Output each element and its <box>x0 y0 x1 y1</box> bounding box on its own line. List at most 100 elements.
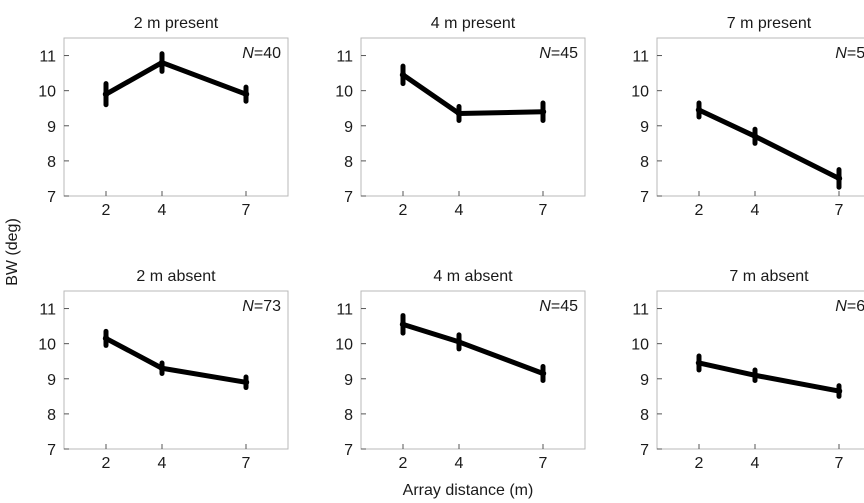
data-point <box>751 133 759 140</box>
x-axis-label: Array distance (m) <box>403 482 534 499</box>
x-tick-label: 2 <box>102 202 111 219</box>
data-point <box>158 59 166 66</box>
data-point <box>158 365 166 372</box>
x-tick-label: 2 <box>695 455 704 472</box>
y-tick-label: 10 <box>335 337 353 354</box>
series-line <box>696 107 842 181</box>
y-tick-label: 8 <box>47 154 56 171</box>
x-tick-label: 4 <box>751 202 760 219</box>
data-point <box>539 370 547 377</box>
y-tick-label: 7 <box>640 442 649 459</box>
y-tick-label: 7 <box>640 189 649 206</box>
n-label: N=73 <box>242 298 281 315</box>
data-point <box>835 387 843 395</box>
x-tick-label: 7 <box>835 202 844 219</box>
series-line <box>400 321 546 377</box>
data-point <box>102 335 110 342</box>
x-tick-label: 2 <box>102 455 111 472</box>
data-point <box>242 90 250 98</box>
data-point <box>695 106 703 114</box>
plot-frame <box>656 290 864 450</box>
panel-grid: 2 m present N=40 7 8 9 10 11 2 4 7 4 m present N=45… <box>38 15 864 472</box>
plot-frame <box>63 290 289 450</box>
panel-title: 2 m absent <box>136 268 216 285</box>
data-point <box>242 379 250 386</box>
panel-1: 2 m present N=40 7 8 9 10 11 2 4 7 <box>38 15 289 219</box>
data-point <box>835 175 843 182</box>
panel-3: 7 m present N=52 7 8 9 10 11 2 4 7 <box>631 15 864 219</box>
data-point <box>102 90 110 98</box>
plot-frame <box>360 290 586 450</box>
data-point <box>695 359 703 367</box>
n-label: N=45 <box>539 298 578 315</box>
panel-title: 2 m present <box>134 15 219 32</box>
panel-title: 7 m present <box>727 15 812 32</box>
x-tick-label: 7 <box>242 202 251 219</box>
y-tick-label: 9 <box>47 372 56 389</box>
y-tick-label: 7 <box>47 189 56 206</box>
panel-4: 2 m absent N=73 7 8 9 10 11 2 4 7 <box>38 268 289 472</box>
panel-6: 7 m absent N=67 7 8 9 10 11 2 4 7 <box>631 268 864 472</box>
series-line <box>696 360 842 394</box>
panel-title: 7 m absent <box>729 268 809 285</box>
series-line <box>103 335 249 385</box>
y-tick-label: 10 <box>631 84 649 101</box>
x-tick-label: 4 <box>455 455 464 472</box>
series-line <box>103 60 249 97</box>
y-tick-label: 8 <box>640 154 649 171</box>
x-tick-label: 2 <box>399 455 408 472</box>
data-point <box>399 71 407 79</box>
y-tick-label: 8 <box>47 407 56 424</box>
plot-frame <box>63 37 289 197</box>
x-tick-label: 7 <box>539 455 548 472</box>
n-label: N=67 <box>835 298 864 315</box>
x-tick-label: 4 <box>751 455 760 472</box>
n-label: N=40 <box>242 45 281 62</box>
x-tick-label: 2 <box>399 202 408 219</box>
data-point <box>455 110 463 117</box>
y-tick-label: 11 <box>39 49 56 66</box>
x-tick-label: 4 <box>455 202 464 219</box>
series-line <box>400 72 546 116</box>
y-tick-label: 8 <box>640 407 649 424</box>
y-tick-label: 7 <box>47 442 56 459</box>
x-tick-label: 7 <box>242 455 251 472</box>
y-tick-label: 11 <box>632 49 649 66</box>
x-tick-label: 2 <box>695 202 704 219</box>
y-tick-label: 9 <box>344 372 353 389</box>
y-tick-label: 8 <box>344 407 353 424</box>
y-tick-label: 7 <box>344 442 353 459</box>
panel-5: 4 m absent N=45 7 8 9 10 11 2 4 7 <box>335 268 586 472</box>
data-point <box>751 372 759 379</box>
x-tick-label: 4 <box>158 455 167 472</box>
y-tick-label: 9 <box>47 119 56 136</box>
x-tick-label: 4 <box>158 202 167 219</box>
y-tick-label: 11 <box>39 302 56 319</box>
y-tick-label: 10 <box>631 337 649 354</box>
x-tick-label: 7 <box>539 202 548 219</box>
data-point <box>539 108 547 115</box>
data-point <box>455 338 463 346</box>
y-tick-label: 8 <box>344 154 353 171</box>
y-axis-label: BW (deg) <box>4 218 21 286</box>
y-tick-label: 10 <box>38 337 56 354</box>
y-tick-label: 10 <box>38 84 56 101</box>
panel-2: 4 m present N=45 7 8 9 10 11 2 4 7 <box>335 15 586 219</box>
y-tick-label: 11 <box>336 302 353 319</box>
y-tick-label: 9 <box>344 119 353 136</box>
y-tick-label: 9 <box>640 119 649 136</box>
y-tick-label: 9 <box>640 372 649 389</box>
y-tick-label: 10 <box>335 84 353 101</box>
plot-frame <box>656 37 864 197</box>
plot-frame <box>360 37 586 197</box>
data-point <box>399 321 407 328</box>
panel-title: 4 m present <box>431 15 516 32</box>
y-tick-label: 7 <box>344 189 353 206</box>
x-tick-label: 7 <box>835 455 844 472</box>
panel-title: 4 m absent <box>433 268 513 285</box>
y-tick-label: 11 <box>336 49 353 66</box>
n-label: N=52 <box>835 45 864 62</box>
y-tick-label: 11 <box>632 302 649 319</box>
n-label: N=45 <box>539 45 578 62</box>
